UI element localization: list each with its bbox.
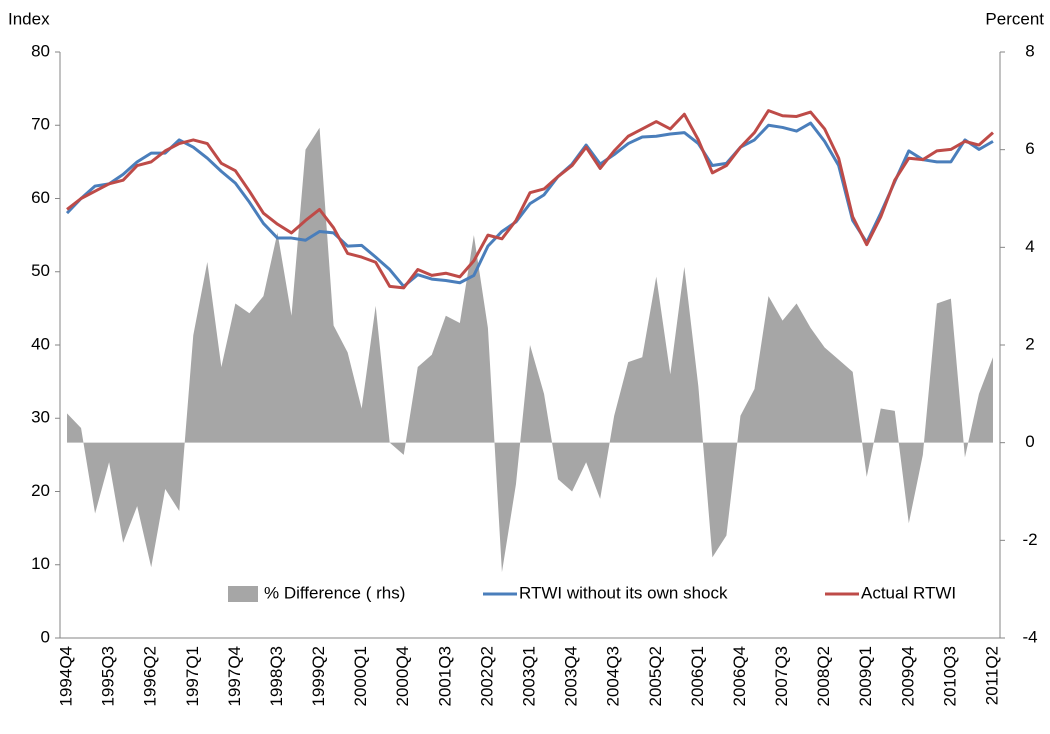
legend-label: Actual RTWI (861, 583, 956, 602)
x-tick-label: 2000Q4 (393, 646, 412, 707)
x-tick-label: 2011Q2 (982, 646, 1001, 705)
x-tick-label: 2006Q1 (688, 646, 707, 707)
x-tick-label: 1995Q3 (99, 646, 118, 707)
y-tick-label: 50 (31, 261, 50, 280)
y-tick-label: 10 (31, 554, 50, 573)
y-tick-label: 0 (41, 627, 50, 646)
x-tick-label: 2006Q4 (730, 646, 749, 707)
y2-tick-label: 2 (1025, 334, 1034, 353)
legend-swatch (228, 586, 258, 602)
y-tick-label: 60 (31, 188, 50, 207)
x-tick-label: 2004Q3 (604, 646, 623, 707)
x-tick-label: 1997Q1 (183, 646, 202, 707)
y-tick-label: 70 (31, 115, 50, 134)
x-tick-label: 2003Q4 (562, 646, 581, 707)
x-tick-label: 2009Q4 (898, 646, 917, 707)
x-tick-label: 1996Q2 (141, 646, 160, 707)
y-tick-label: 80 (31, 41, 50, 60)
x-tick-label: 2001Q3 (435, 646, 454, 707)
x-tick-label: 1998Q3 (267, 646, 286, 707)
y-tick-label: 30 (31, 408, 50, 427)
x-tick-label: 2000Q1 (351, 646, 370, 707)
x-tick-label: 2003Q1 (519, 646, 538, 707)
x-tick-label: 2002Q2 (477, 646, 496, 707)
x-tick-label: 2007Q3 (772, 646, 791, 707)
y2-tick-label: -4 (1022, 627, 1037, 646)
legend-label: RTWI without its own shock (519, 583, 728, 602)
x-tick-label: 2009Q1 (856, 646, 875, 707)
y-axis-label: Index (8, 9, 50, 28)
x-tick-label: 2010Q3 (940, 646, 959, 707)
y-tick-label: 40 (31, 334, 50, 353)
y2-tick-label: 4 (1025, 237, 1034, 256)
x-tick-label: 1994Q4 (56, 646, 75, 707)
y2-tick-label: 6 (1025, 139, 1034, 158)
x-tick-label: 1997Q4 (225, 646, 244, 707)
x-tick-label: 1999Q2 (309, 646, 328, 707)
line (66, 109, 994, 290)
y2-tick-label: -2 (1022, 530, 1037, 549)
x-tick-label: 2008Q2 (814, 646, 833, 707)
legend-label: % Difference ( rhs) (264, 583, 405, 602)
y-tick-label: 20 (31, 481, 50, 500)
line (65, 121, 994, 288)
x-tick-label: 2005Q2 (646, 646, 665, 707)
y2-tick-label: 8 (1025, 41, 1034, 60)
y2-tick-label: 0 (1025, 432, 1034, 451)
y2-axis-label: Percent (985, 9, 1044, 28)
